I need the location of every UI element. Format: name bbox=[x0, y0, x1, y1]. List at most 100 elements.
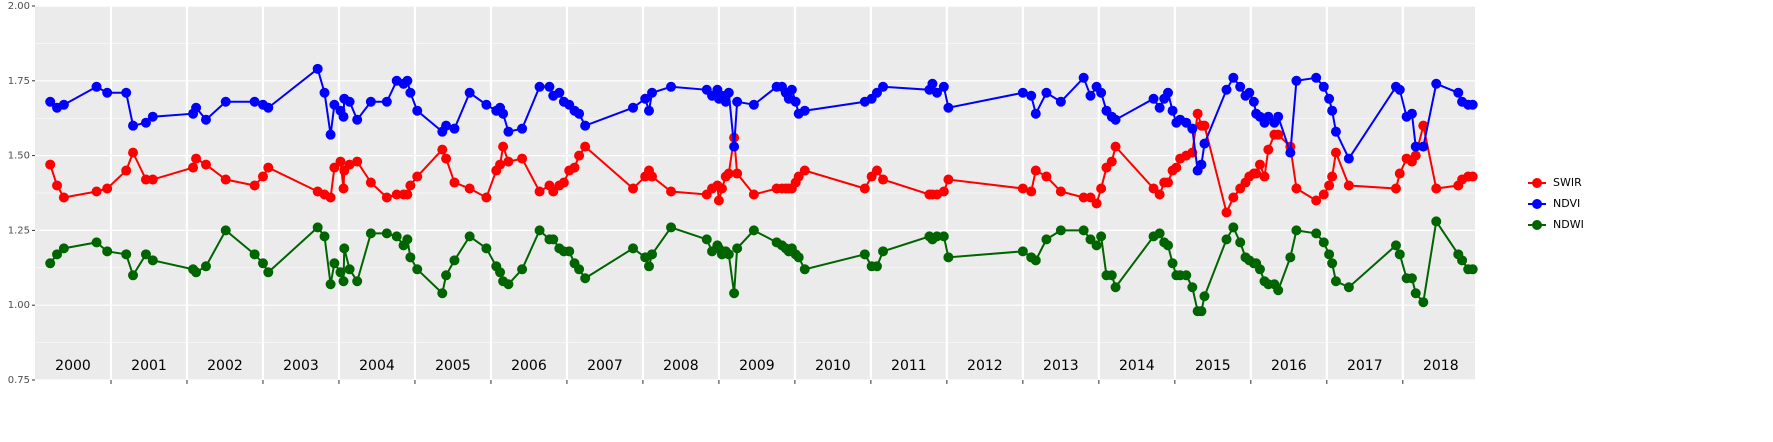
point bbox=[391, 231, 402, 242]
point bbox=[1235, 237, 1246, 248]
point bbox=[1096, 183, 1107, 194]
point bbox=[1273, 129, 1284, 140]
year-label: 2014 bbox=[1119, 358, 1155, 374]
point bbox=[574, 150, 585, 161]
point bbox=[799, 105, 810, 116]
point bbox=[91, 237, 102, 248]
point bbox=[52, 180, 63, 191]
point bbox=[1199, 291, 1210, 302]
point bbox=[503, 156, 514, 167]
point bbox=[58, 192, 69, 203]
point bbox=[102, 183, 113, 194]
point bbox=[319, 87, 330, 98]
point bbox=[58, 99, 69, 110]
point bbox=[220, 225, 231, 236]
y-tick-label: 1.25 bbox=[8, 225, 30, 236]
point bbox=[1106, 156, 1117, 167]
point bbox=[128, 270, 139, 281]
point bbox=[391, 189, 402, 200]
point bbox=[1273, 111, 1284, 122]
point bbox=[732, 243, 743, 254]
point bbox=[1221, 234, 1232, 245]
point bbox=[1291, 225, 1302, 236]
point bbox=[1431, 216, 1442, 227]
point bbox=[1431, 78, 1442, 89]
point bbox=[402, 189, 413, 200]
point bbox=[147, 255, 158, 266]
point bbox=[666, 81, 677, 92]
point bbox=[1110, 282, 1121, 293]
point bbox=[412, 264, 423, 275]
point bbox=[1228, 72, 1239, 83]
point bbox=[748, 225, 759, 236]
point bbox=[339, 243, 350, 254]
legend-key bbox=[1532, 220, 1542, 230]
point bbox=[580, 273, 591, 284]
point bbox=[1148, 93, 1159, 104]
point bbox=[666, 222, 677, 233]
point bbox=[464, 231, 475, 242]
point bbox=[121, 165, 132, 176]
point bbox=[325, 129, 336, 140]
point bbox=[643, 105, 654, 116]
point bbox=[548, 234, 559, 245]
point bbox=[102, 87, 113, 98]
point bbox=[517, 123, 528, 134]
point bbox=[938, 186, 949, 197]
point bbox=[1187, 123, 1198, 134]
point bbox=[329, 258, 340, 269]
point bbox=[405, 87, 416, 98]
point bbox=[91, 186, 102, 197]
point bbox=[878, 174, 889, 185]
point bbox=[441, 270, 452, 281]
point bbox=[1291, 75, 1302, 86]
point bbox=[503, 126, 514, 137]
point bbox=[1154, 228, 1165, 239]
point bbox=[464, 87, 475, 98]
point bbox=[1330, 276, 1341, 287]
point bbox=[1167, 105, 1178, 116]
point bbox=[335, 267, 346, 278]
point bbox=[1406, 108, 1417, 119]
point bbox=[871, 165, 882, 176]
point bbox=[713, 195, 724, 206]
point bbox=[1259, 171, 1270, 182]
point bbox=[790, 96, 801, 107]
point bbox=[534, 81, 545, 92]
point bbox=[1406, 273, 1417, 284]
point bbox=[938, 81, 949, 92]
point bbox=[441, 120, 452, 131]
year-label: 2016 bbox=[1271, 358, 1307, 374]
point bbox=[793, 252, 804, 263]
point bbox=[943, 174, 954, 185]
point bbox=[1251, 168, 1262, 179]
point bbox=[402, 75, 413, 86]
point bbox=[495, 267, 506, 278]
point bbox=[338, 111, 349, 122]
point bbox=[628, 102, 639, 113]
point bbox=[1017, 87, 1028, 98]
point bbox=[412, 171, 423, 182]
point bbox=[1026, 90, 1037, 101]
point bbox=[263, 102, 274, 113]
point bbox=[1106, 270, 1117, 281]
point bbox=[352, 276, 363, 287]
point bbox=[1055, 96, 1066, 107]
point bbox=[1154, 102, 1165, 113]
point bbox=[859, 249, 870, 260]
point bbox=[1199, 138, 1210, 149]
point bbox=[188, 162, 199, 173]
point bbox=[574, 264, 585, 275]
point bbox=[732, 96, 743, 107]
point bbox=[580, 120, 591, 131]
point bbox=[1394, 249, 1405, 260]
point bbox=[1431, 183, 1442, 194]
year-label: 2010 bbox=[815, 358, 851, 374]
point bbox=[220, 96, 231, 107]
point bbox=[943, 252, 954, 263]
point bbox=[128, 147, 139, 158]
y-tick-label: 0.75 bbox=[8, 375, 30, 386]
point bbox=[140, 249, 151, 260]
point bbox=[517, 264, 528, 275]
point bbox=[1030, 108, 1041, 119]
